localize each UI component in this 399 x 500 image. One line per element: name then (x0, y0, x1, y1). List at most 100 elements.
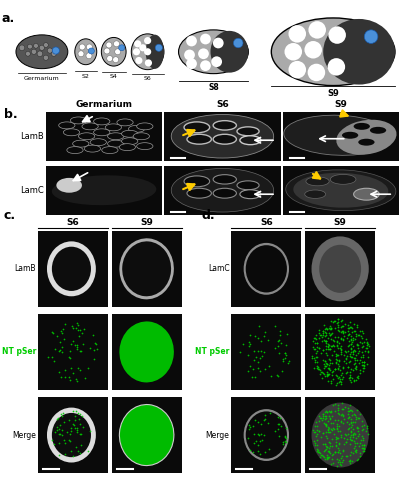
Point (357, 368, 363, 376)
Point (326, 324, 332, 332)
Point (336, 327, 342, 335)
Point (353, 350, 359, 358)
Ellipse shape (354, 123, 370, 130)
Point (319, 337, 326, 345)
Point (347, 318, 354, 326)
Point (345, 425, 352, 433)
Point (346, 374, 353, 382)
Point (324, 360, 330, 368)
Point (72, 412, 79, 420)
Ellipse shape (237, 181, 259, 190)
Point (323, 422, 329, 430)
Point (354, 344, 361, 352)
Point (330, 336, 336, 344)
Point (358, 432, 365, 440)
Text: Merge: Merge (205, 430, 229, 440)
Point (341, 440, 347, 448)
Point (347, 406, 354, 414)
Point (326, 447, 332, 455)
Circle shape (43, 55, 49, 60)
Point (56, 450, 62, 458)
Point (274, 372, 280, 380)
Point (360, 421, 367, 429)
Point (261, 332, 267, 340)
Point (322, 446, 328, 454)
Point (326, 448, 332, 456)
Point (331, 338, 338, 345)
Point (319, 333, 326, 341)
Point (337, 348, 344, 356)
Point (353, 413, 359, 421)
Point (58, 432, 65, 440)
Point (326, 407, 332, 415)
Point (272, 426, 279, 434)
Point (332, 365, 338, 373)
Point (323, 412, 330, 420)
Point (328, 460, 334, 468)
Point (336, 422, 342, 430)
Point (52, 428, 59, 436)
Point (314, 339, 320, 347)
Point (345, 363, 351, 371)
Point (279, 366, 285, 374)
Point (351, 376, 357, 384)
Point (352, 328, 358, 336)
Circle shape (117, 119, 133, 126)
Point (354, 374, 360, 382)
Point (348, 336, 354, 344)
Point (258, 430, 264, 438)
Point (355, 341, 361, 349)
Point (356, 348, 362, 356)
Point (251, 439, 257, 447)
Point (349, 324, 355, 332)
Point (324, 452, 330, 460)
Point (323, 360, 329, 368)
Point (334, 322, 341, 330)
Point (356, 430, 362, 438)
Point (344, 452, 350, 460)
Point (282, 432, 288, 440)
Point (352, 356, 358, 364)
Point (357, 338, 363, 346)
Point (348, 415, 354, 423)
Point (316, 427, 322, 435)
Point (340, 415, 347, 423)
Point (352, 448, 359, 456)
Point (77, 366, 83, 374)
Point (348, 428, 354, 436)
Point (354, 428, 361, 436)
Point (360, 444, 366, 452)
Point (280, 357, 286, 365)
Point (333, 442, 339, 450)
Point (322, 349, 329, 357)
Ellipse shape (312, 402, 369, 468)
Point (348, 340, 354, 348)
Point (337, 377, 344, 385)
Point (68, 447, 74, 455)
Point (328, 318, 334, 326)
Point (55, 347, 62, 355)
Point (77, 326, 83, 334)
Point (336, 439, 342, 447)
Point (320, 452, 326, 460)
Point (365, 347, 371, 355)
Point (348, 418, 354, 426)
Point (353, 376, 359, 384)
Point (338, 334, 344, 342)
Point (322, 420, 329, 428)
Circle shape (288, 61, 306, 78)
Point (239, 340, 246, 348)
Point (275, 413, 281, 421)
Point (87, 426, 93, 434)
Point (363, 422, 370, 430)
Point (357, 356, 363, 364)
Point (74, 343, 80, 351)
Point (314, 347, 320, 355)
Point (245, 434, 251, 442)
Point (328, 324, 334, 332)
Point (322, 328, 328, 336)
Point (56, 439, 62, 447)
Point (328, 336, 334, 344)
Ellipse shape (131, 34, 164, 70)
Point (347, 357, 354, 365)
